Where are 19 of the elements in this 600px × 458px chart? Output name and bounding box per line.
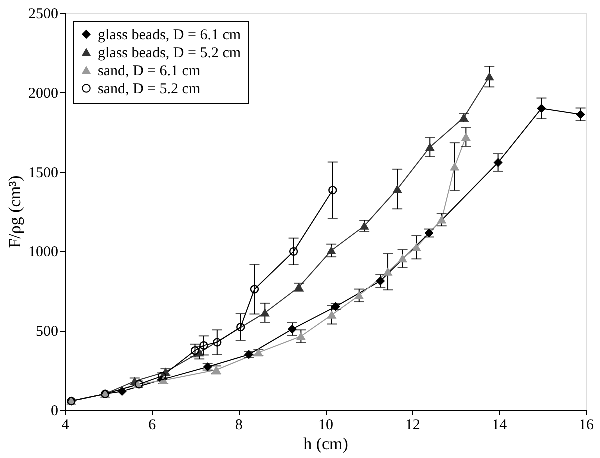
- x-tick-label: 8: [235, 418, 243, 434]
- y-tick-label: 0: [51, 404, 58, 420]
- x-axis-title: h (cm): [304, 434, 348, 454]
- x-tick-label: 12: [405, 418, 420, 434]
- legend-label: sand, D = 5.2 cm: [98, 82, 201, 98]
- y-tick-label: 1000: [28, 244, 58, 261]
- y-tick-label: 1500: [28, 165, 58, 182]
- x-tick-label: 4: [62, 418, 70, 434]
- legend-label: glass beads, D = 6.1 cm: [98, 28, 242, 44]
- y-axis-title: F/ρg (cm³): [6, 176, 24, 248]
- y-tick-label: 2000: [28, 86, 58, 102]
- legend-label: glass beads, D = 5.2 cm: [98, 46, 242, 62]
- legend-label: sand, D = 6.1 cm: [98, 64, 201, 80]
- y-tick-label: 2500: [28, 6, 58, 22]
- x-tick-label: 14: [492, 418, 508, 434]
- x-tick-label: 16: [579, 418, 594, 434]
- y-tick-label: 500: [36, 324, 58, 340]
- x-tick-label: 10: [318, 418, 334, 434]
- x-tick-label: 6: [148, 418, 157, 434]
